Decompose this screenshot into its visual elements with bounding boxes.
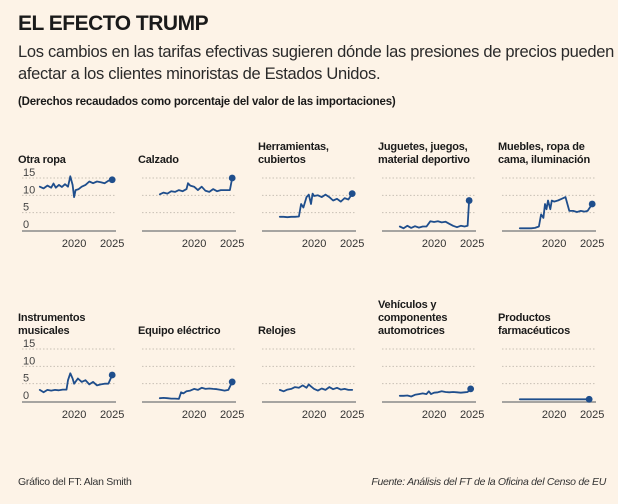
panel-3: Herramientas, cubiertos 2020 2025 [258,125,378,255]
latest-value-dot [108,176,116,184]
panel-9: Vehículos y componentes automotrices 2020… [378,296,498,426]
x-tick-label: 2025 [340,409,364,421]
latest-value-dot [588,200,596,208]
panel-5: Muebles, ropa de cama, iluminación 2020 20… [498,125,618,255]
series-line [158,381,234,400]
panel-plot: 2020 2025 [142,348,244,421]
panel-title: Relojes [258,325,296,337]
series-line [398,199,470,230]
y-tick-label: 10 [23,355,35,367]
x-tick-label: 2020 [422,238,446,250]
latest-value-dot [467,385,475,393]
x-tick-label: 2025 [580,238,604,250]
series-line [38,175,114,198]
panel-title: Equipo eléctrico [138,325,221,337]
chart-title: EL EFECTO TRUMP [18,12,209,35]
x-tick-label: 2025 [460,409,484,421]
credit-text: Gráfico del FT: Alan Smith [18,476,132,488]
panel-6: Instrumentos musicales 0 5 10 15 2020 2025 [18,296,138,426]
panel-8: Relojes 2020 2025 [258,296,378,426]
panel-plot: 2020 2025 [502,177,604,250]
panel-plot: 0 5 10 15 2020 2025 [22,338,124,421]
latest-value-dot [108,371,116,379]
x-tick-label: 2025 [220,409,244,421]
panel-title: Juguetes, juegos, material deportivo [378,141,470,166]
series-line [518,196,594,230]
latest-value-dot [585,395,593,403]
latest-value-dot [465,197,473,204]
x-tick-label: 2020 [542,238,566,250]
latest-value-dot [228,174,236,182]
y-tick-label: 0 [23,219,29,231]
panel-2: Calzado 2020 2025 [138,125,258,255]
x-tick-label: 2025 [580,409,604,421]
x-tick-label: 2020 [542,409,566,421]
y-tick-label: 10 [23,184,35,196]
panel-title: Otra ropa [18,154,66,166]
x-tick-label: 2020 [62,409,86,421]
y-tick-label: 15 [23,167,35,179]
y-tick-label: 15 [23,338,35,350]
panel-title: Instrumentos musicales [18,312,86,337]
y-tick-label: 5 [23,202,29,214]
x-tick-label: 2020 [302,238,326,250]
unit-note: (Derechos recaudados como porcentaje del… [18,96,396,108]
x-tick-label: 2020 [182,238,206,250]
panel-title: Muebles, ropa de cama, iluminación [498,141,590,166]
x-tick-label: 2025 [460,238,484,250]
y-tick-label: 0 [23,390,29,402]
latest-value-dot [348,190,356,197]
panel-4: Juguetes, juegos, material deportivo 2020… [378,125,498,255]
panel-plot: 2020 2025 [262,348,364,421]
x-tick-label: 2025 [220,238,244,250]
panel-plot: 2020 2025 [382,177,484,250]
x-tick-label: 2025 [100,409,124,421]
series-line [158,177,234,196]
series-line [278,383,354,393]
panel-plot: 2020 2025 [142,174,244,250]
latest-value-dot [228,378,236,386]
x-tick-label: 2020 [302,409,326,421]
x-tick-label: 2020 [62,238,86,250]
panel-plot: 2020 2025 [502,348,604,421]
panel-title: Calzado [138,154,179,166]
panel-title: Vehículos y componentes automotrices [378,299,448,337]
chart-subtitle: Los cambios en las tarifas efectivas sug… [18,43,615,83]
panel-title: Productos farmacéuticos [498,312,570,337]
x-tick-label: 2025 [100,238,124,250]
panel-1: Otra ropa 0 5 10 15 2020 2025 [18,125,138,255]
source-text: Fuente: Análisis del FT de la Oficina de… [371,476,606,488]
series-line [398,388,472,398]
y-tick-label: 5 [23,373,29,385]
panel-plot: 2020 2025 [382,348,484,421]
x-tick-label: 2020 [422,409,446,421]
panel-10: Productos farmacéuticos 2020 2025 [498,296,618,426]
series-line [278,192,354,219]
panel-title: Herramientas, cubiertos [258,141,329,166]
series-line [38,372,114,394]
panel-7: Equipo eléctrico 2020 2025 [138,296,258,426]
panel-plot: 0 5 10 15 2020 2025 [22,167,124,250]
x-tick-label: 2025 [340,238,364,250]
panel-plot: 2020 2025 [262,177,364,250]
x-tick-label: 2020 [182,409,206,421]
